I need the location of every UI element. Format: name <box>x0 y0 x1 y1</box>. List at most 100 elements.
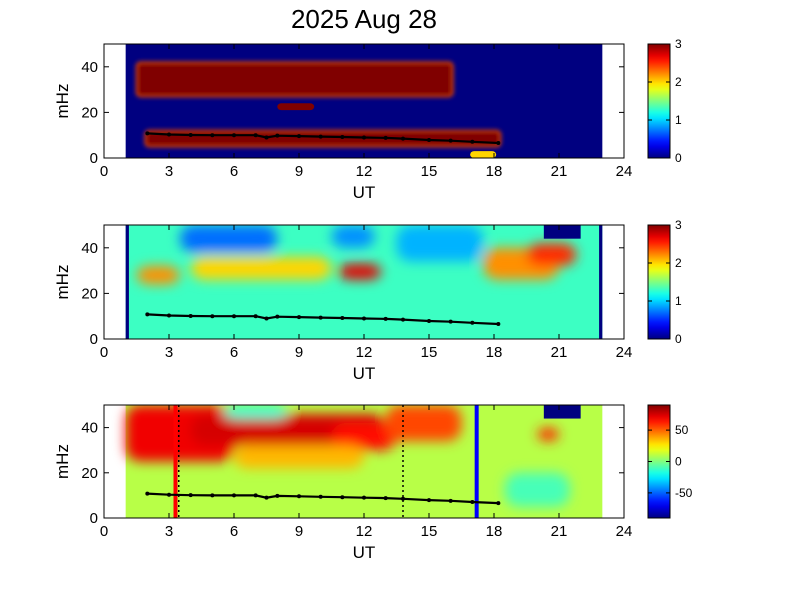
trace-point <box>340 495 345 500</box>
heatmap <box>125 225 603 339</box>
heatmap-region-patch <box>543 405 581 419</box>
trace-point <box>264 135 269 140</box>
x-tick-label: 18 <box>486 344 503 361</box>
heatmap-region-high <box>526 243 577 267</box>
heatmap-region-cool <box>223 405 289 419</box>
x-tick-label: 9 <box>295 163 303 180</box>
trace-point <box>401 136 405 141</box>
x-tick-label: 12 <box>356 344 373 361</box>
trace-point <box>145 131 150 136</box>
trace-point <box>167 132 171 137</box>
trace-point <box>145 491 150 496</box>
trace-point <box>167 313 171 318</box>
trace-point <box>383 496 388 501</box>
trace-point <box>210 493 215 498</box>
heatmap-region-warm <box>537 427 559 442</box>
trace-line <box>147 492 499 505</box>
x-tick-label: 24 <box>616 163 633 180</box>
x-tick-label: 12 <box>356 163 373 180</box>
trace-point <box>210 314 215 319</box>
trace-point <box>264 316 269 321</box>
trace-point <box>188 493 193 498</box>
y-tick-label: 0 <box>90 510 98 527</box>
colorbar-tick-label: 3 <box>675 37 682 51</box>
heatmap-region-band <box>144 129 502 148</box>
y-tick-label: 20 <box>81 465 98 482</box>
trace-point <box>297 315 301 320</box>
x-axis-label: UT <box>353 364 376 383</box>
colorbar-tick-label: 2 <box>675 256 682 270</box>
heatmap-region-patch <box>277 103 315 111</box>
x-tick-label: 12 <box>356 523 373 540</box>
trace-point <box>318 134 323 139</box>
heatmap-regions <box>136 225 577 285</box>
trace-point <box>427 318 431 323</box>
x-tick-label: 21 <box>551 523 568 540</box>
heatmap-region-edge <box>599 225 603 339</box>
y-tick-label: 40 <box>81 59 98 76</box>
trace-point <box>401 317 405 322</box>
trace-point <box>188 313 193 318</box>
trace-point <box>232 133 236 138</box>
x-tick-label: 3 <box>165 344 173 361</box>
heatmap-region-high <box>136 266 180 285</box>
colorbar <box>647 224 671 340</box>
y-tick-label: 20 <box>81 104 98 121</box>
y-tick-label: 0 <box>90 331 98 348</box>
heatmap-region-warm <box>234 445 364 469</box>
trace-point <box>297 134 301 139</box>
heatmap-region-low <box>331 225 375 248</box>
trace-point <box>496 140 501 145</box>
heatmap-region-edge <box>125 225 129 339</box>
x-tick-label: 0 <box>100 344 108 361</box>
colorbar-tick-label: 1 <box>675 294 682 308</box>
x-tick-label: 6 <box>230 344 238 361</box>
y-axis-label: mHz <box>53 84 72 119</box>
x-tick-label: 18 <box>486 523 503 540</box>
x-tick-label: 0 <box>100 523 108 540</box>
x-tick-label: 15 <box>421 163 438 180</box>
trace-point <box>253 314 258 319</box>
heatmap-region-band <box>135 61 454 98</box>
trace-point <box>275 133 280 138</box>
colorbar-tick-label: 3 <box>675 218 682 232</box>
heatmap-region-low <box>179 225 278 253</box>
trace-point <box>318 315 323 320</box>
trace-point <box>496 321 501 326</box>
colorbar <box>647 43 671 159</box>
colorbar-tick-label: 50 <box>675 423 689 437</box>
colorbar-tick-label: 0 <box>675 455 682 469</box>
y-axis-label: mHz <box>53 444 72 479</box>
trace-point <box>210 133 215 138</box>
colorbar-tick-label: -50 <box>675 486 693 500</box>
x-tick-label: 15 <box>421 523 438 540</box>
heatmap-region-warm <box>331 423 397 451</box>
heatmap-region-low <box>396 225 484 262</box>
trace-point <box>427 498 431 503</box>
trace-point <box>383 316 388 321</box>
x-tick-label: 6 <box>230 163 238 180</box>
trace-point <box>275 493 280 498</box>
trace-point <box>167 492 171 497</box>
x-tick-label: 3 <box>165 523 173 540</box>
trace-point <box>362 495 366 500</box>
trace-point <box>297 494 301 499</box>
x-tick-label: 18 <box>486 163 503 180</box>
heatmap <box>125 405 603 518</box>
x-tick-label: 3 <box>165 163 173 180</box>
colorbar-tick-label: 0 <box>675 151 682 165</box>
trace-point <box>470 499 475 504</box>
trace-point <box>362 316 366 321</box>
x-tick-label: 24 <box>616 344 633 361</box>
x-axis-label: UT <box>353 183 376 202</box>
heatmap-region-high <box>190 256 332 280</box>
trace-point <box>253 133 258 138</box>
trace-point <box>383 135 388 140</box>
trace-point <box>318 494 323 499</box>
trace-point <box>232 314 236 319</box>
trace-point <box>362 135 366 140</box>
trace-point <box>253 493 258 498</box>
heatmap-region-patch <box>543 225 581 239</box>
